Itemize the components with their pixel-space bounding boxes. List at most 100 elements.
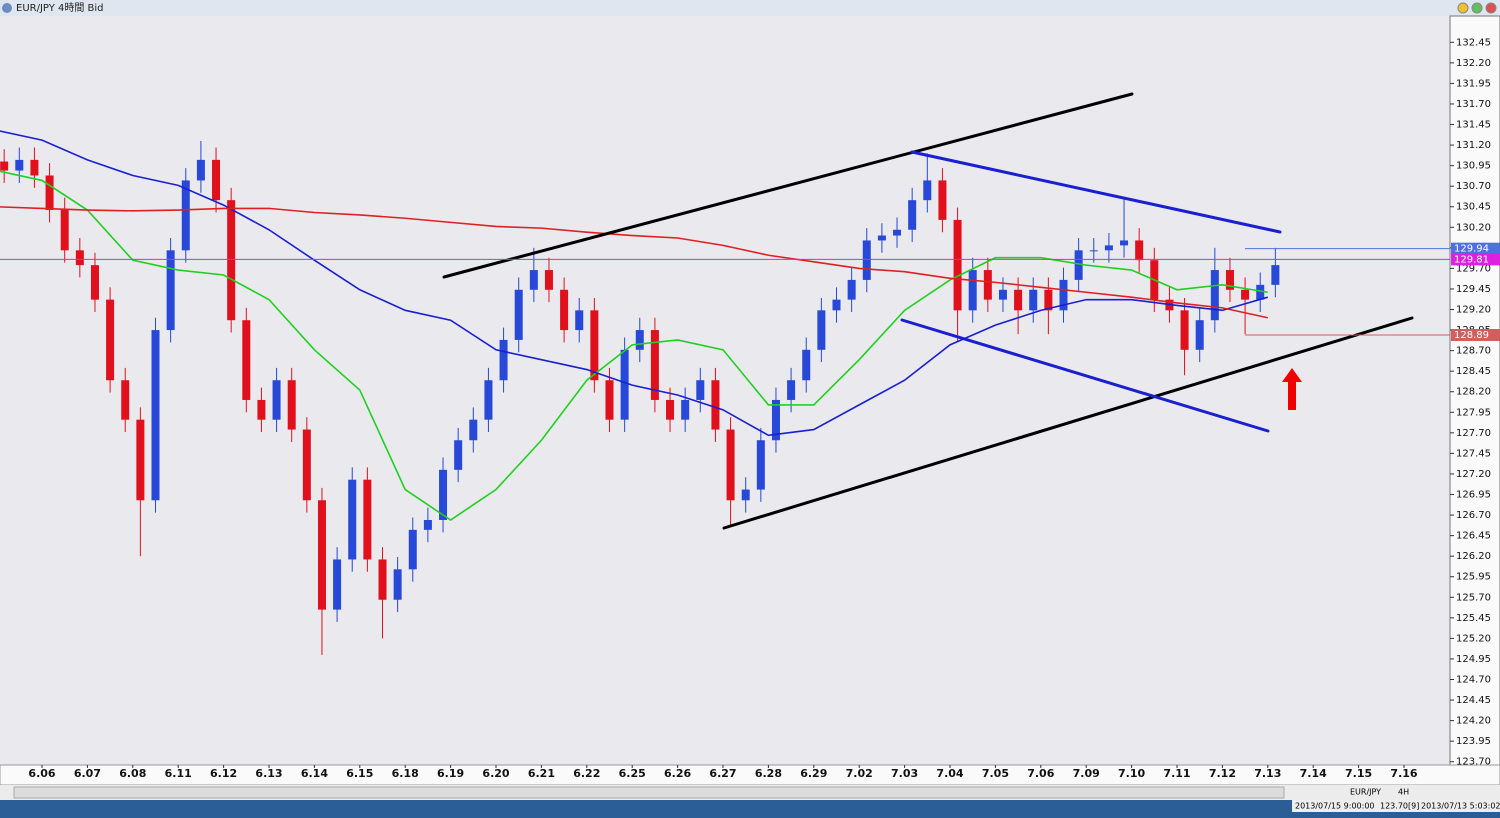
- candle-body: [242, 320, 251, 400]
- y-tick-label: 126.95: [1456, 490, 1491, 501]
- y-tick-label: 125.95: [1456, 572, 1491, 583]
- y-tick-label: 126.20: [1456, 551, 1491, 562]
- y-tick-label: 130.70: [1456, 181, 1491, 192]
- candle-body: [499, 339, 508, 381]
- candle-body: [1225, 270, 1234, 290]
- candle-body: [75, 250, 84, 266]
- candle-body: [302, 429, 311, 501]
- y-tick-label: 130.20: [1456, 222, 1491, 233]
- candle-body: [439, 469, 448, 520]
- y-tick-label: 130.95: [1456, 161, 1491, 172]
- candle-body: [333, 559, 342, 610]
- candle-body: [166, 250, 175, 331]
- candle-body: [696, 380, 705, 400]
- candle-body: [60, 210, 69, 251]
- candle-body: [1014, 289, 1023, 311]
- scrollbar[interactable]: [13, 786, 1285, 799]
- price-tag-label: 129.94: [1454, 244, 1489, 255]
- candle-body: [1135, 240, 1144, 261]
- candle-body: [287, 380, 296, 430]
- minimize-button[interactable]: [1457, 2, 1469, 14]
- taskbar: [0, 800, 1500, 818]
- candle-body: [1256, 284, 1265, 300]
- period-selector[interactable]: 4H: [1398, 788, 1409, 797]
- x-tick-label: 6.20: [482, 767, 509, 780]
- candle-body: [847, 279, 856, 300]
- y-tick-label: 123.70: [1456, 757, 1491, 768]
- candle-body: [121, 380, 130, 420]
- y-tick-label: 128.45: [1456, 366, 1491, 377]
- trend-line: [442, 92, 1134, 279]
- close-button[interactable]: [1485, 2, 1497, 14]
- x-tick-label: 6.11: [165, 767, 192, 780]
- symbol-selector[interactable]: EUR/JPY: [1350, 788, 1381, 797]
- candle-body: [423, 519, 432, 530]
- candle-body: [544, 270, 553, 290]
- candle-body: [363, 479, 372, 560]
- trend-line: [900, 318, 1270, 433]
- candle-body: [0, 161, 9, 171]
- candle-body: [136, 419, 145, 501]
- y-tick-label: 131.45: [1456, 120, 1491, 131]
- y-tick-label: 124.45: [1456, 695, 1491, 706]
- trend-line: [722, 316, 1414, 530]
- candle-body: [983, 270, 992, 300]
- candle-body: [1074, 250, 1083, 280]
- candle-body: [348, 479, 357, 560]
- candle-body: [1044, 289, 1053, 311]
- candle-body: [998, 289, 1007, 300]
- y-tick-label: 131.95: [1456, 78, 1491, 89]
- x-tick-label: 7.16: [1390, 767, 1417, 780]
- candle-body: [877, 235, 886, 241]
- candle-body: [575, 310, 584, 331]
- x-tick-label: 7.12: [1209, 767, 1236, 780]
- candle-body: [1104, 245, 1113, 251]
- y-tick-label: 128.70: [1456, 346, 1491, 357]
- candle-body: [968, 270, 977, 311]
- price-tag: [1451, 329, 1500, 342]
- x-tick-label: 6.06: [28, 767, 55, 780]
- x-tick-label: 7.04: [936, 767, 963, 780]
- maximize-button[interactable]: [1471, 2, 1483, 14]
- candle-body: [514, 289, 523, 340]
- cursor-time: 2013/07/15 9:00:00: [1295, 802, 1375, 811]
- candle-body: [908, 200, 917, 230]
- candle-body: [787, 380, 796, 400]
- y-tick-label: 125.70: [1456, 592, 1491, 603]
- candle-body: [711, 380, 720, 430]
- candle-body: [151, 330, 160, 501]
- y-tick-label: 125.20: [1456, 633, 1491, 644]
- candle-body: [741, 489, 750, 501]
- candle-body: [1241, 289, 1250, 300]
- x-tick-label: 6.26: [664, 767, 691, 780]
- title-bar: [0, 0, 1500, 16]
- candle-body: [529, 270, 538, 290]
- candle-body: [1059, 279, 1068, 311]
- x-tick-label: 7.14: [1300, 767, 1327, 780]
- y-tick-label: 124.20: [1456, 716, 1491, 727]
- y-tick-label: 129.20: [1456, 305, 1491, 316]
- candle-body: [317, 500, 326, 610]
- x-tick-label: 7.10: [1118, 767, 1145, 780]
- x-tick-label: 7.02: [846, 767, 873, 780]
- x-tick-label: 6.19: [437, 767, 464, 780]
- candle-body: [393, 569, 402, 600]
- candle-body: [938, 180, 947, 220]
- candle-body: [953, 219, 962, 311]
- x-tick-label: 7.06: [1027, 767, 1054, 780]
- y-tick-label: 125.45: [1456, 613, 1491, 624]
- x-tick-label: 6.25: [619, 767, 646, 780]
- cursor-price: 123.70[9]: [1380, 802, 1419, 811]
- candle-body: [771, 399, 780, 441]
- candle-body: [196, 159, 205, 181]
- status-panel: [1292, 800, 1500, 812]
- y-tick-label: 132.45: [1456, 37, 1491, 48]
- candle-body: [1029, 289, 1038, 311]
- price-tag: [1451, 253, 1500, 266]
- candle-body: [212, 159, 221, 201]
- y-tick-label: 131.70: [1456, 99, 1491, 110]
- candle-body: [181, 180, 190, 251]
- window-title: EUR/JPY 4時間 Bid: [16, 2, 104, 14]
- candle-body: [590, 310, 599, 381]
